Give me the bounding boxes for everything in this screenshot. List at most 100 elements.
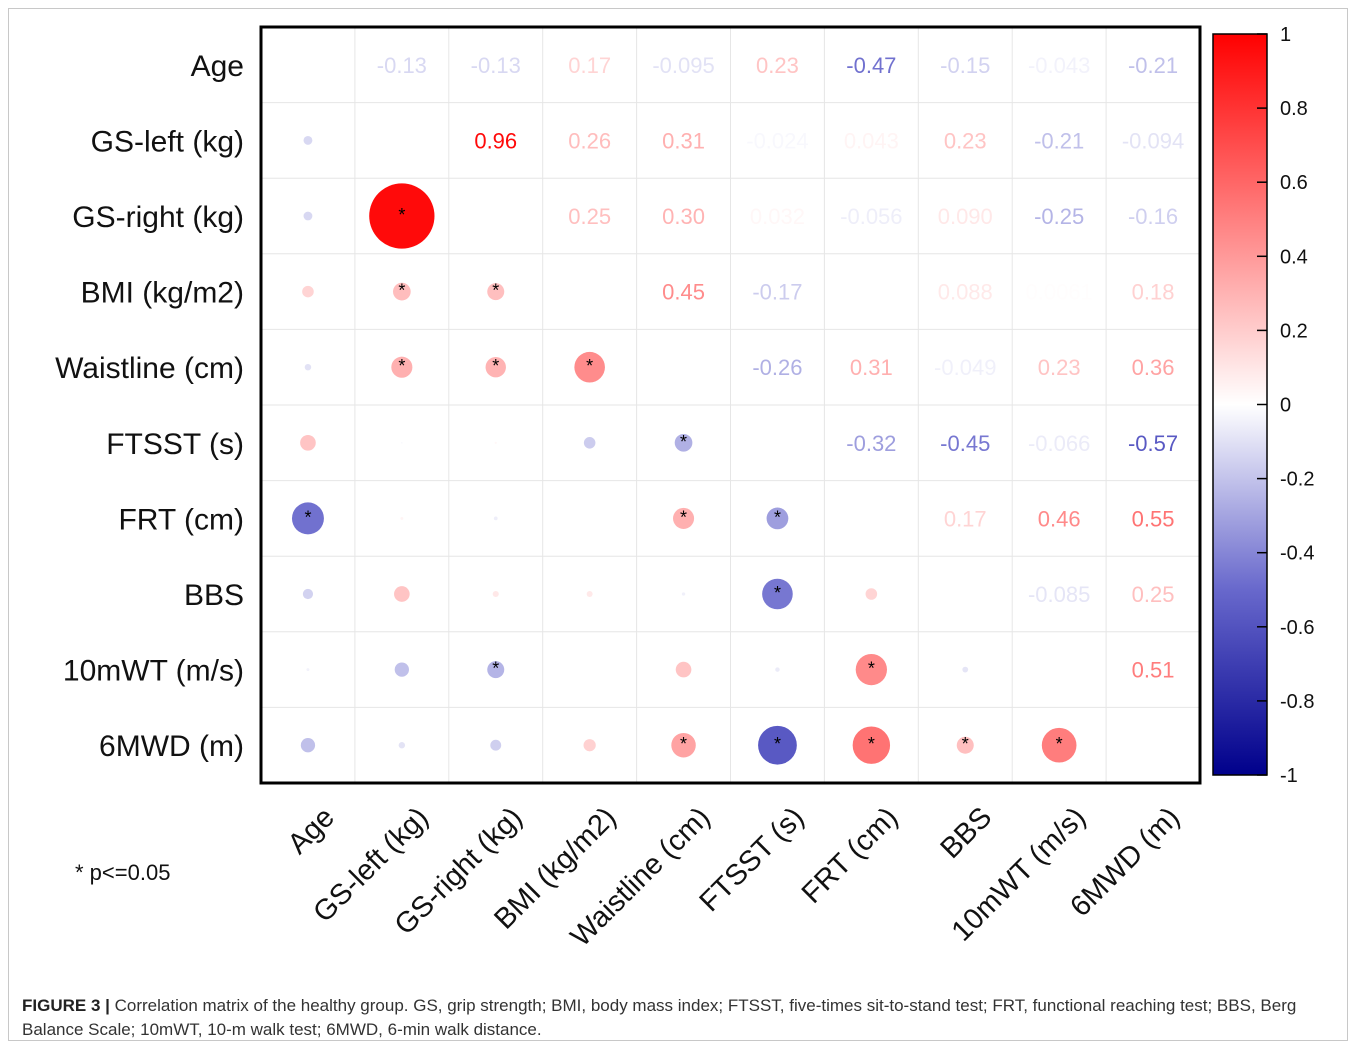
correlation-circle	[302, 286, 314, 298]
correlation-circle	[490, 740, 501, 751]
correlation-label: -0.066	[1028, 431, 1090, 456]
correlation-matrix-chart: -0.13 -0.13 0.17 -0.095 0.23 -0.47 -0.15 -0.043…	[0, 0, 1358, 990]
significance-marker: *	[868, 659, 875, 679]
correlation-label: 0.96	[474, 128, 517, 153]
correlation-circle	[775, 667, 779, 671]
row-label-bmi-kg-m2: BMI (kg/m2)	[81, 277, 244, 310]
correlation-label: 0.043	[844, 128, 899, 153]
correlation-circle	[400, 517, 403, 520]
correlation-label: -0.13	[377, 53, 427, 78]
significance-marker: *	[492, 356, 499, 376]
row-label-age: Age	[191, 50, 244, 83]
correlation-circle	[394, 586, 410, 602]
correlation-circle	[494, 516, 498, 520]
correlation-label: 0.31	[850, 355, 893, 380]
correlation-label: 0.31	[662, 128, 705, 153]
correlation-label: 0.51	[1132, 658, 1175, 683]
correlation-circle	[676, 662, 692, 678]
correlation-circle	[401, 442, 403, 444]
correlation-label: 0.23	[1038, 355, 1081, 380]
correlation-label: -0.085	[1028, 582, 1090, 607]
row-label-frt-cm: FRT (cm)	[118, 503, 244, 536]
significance-marker: *	[492, 659, 499, 679]
correlation-label: 0.46	[1038, 506, 1081, 531]
correlation-circle	[301, 738, 315, 752]
correlation-label: 0.0061	[1026, 280, 1093, 305]
column-label-bbs: BBS	[935, 801, 999, 865]
correlation-circle	[682, 592, 685, 595]
significance-marker: *	[774, 507, 781, 527]
colorbar-tick-label: 0	[1280, 395, 1291, 417]
correlation-circle	[304, 136, 313, 145]
correlation-circle	[587, 591, 593, 597]
colorbar-tick-label: -0.2	[1280, 469, 1314, 491]
row-label-gs-right-kg: GS-right (kg)	[72, 201, 244, 234]
column-label-frt-cm: FRT (cm)	[796, 801, 904, 909]
colorbar-tick-label: 0.6	[1280, 172, 1308, 194]
correlation-label: 0.17	[568, 53, 611, 78]
significance-marker: *	[1056, 734, 1063, 754]
correlation-label: -0.095	[652, 53, 714, 78]
correlation-label: -0.056	[840, 204, 902, 229]
colorbar-tick-label: -0.6	[1280, 617, 1314, 639]
correlation-circle	[399, 742, 405, 748]
correlation-label: 0.17	[944, 506, 987, 531]
correlation-label: -0.16	[1128, 204, 1178, 229]
correlation-circle	[300, 435, 316, 451]
correlation-label: -0.32	[846, 431, 896, 456]
correlation-circle	[306, 668, 309, 671]
correlation-label: -0.15	[940, 53, 990, 78]
significance-marker: *	[398, 205, 405, 225]
row-label-ftsst-s: FTSST (s)	[106, 428, 244, 461]
correlation-label: 0.090	[938, 204, 993, 229]
correlation-circle	[305, 364, 311, 370]
correlation-circle	[866, 588, 878, 600]
significance-marker: *	[586, 356, 593, 376]
figure-caption: FIGURE 3 | Correlation matrix of the hea…	[22, 994, 1340, 1042]
significance-marker: *	[680, 507, 687, 527]
correlation-label: -0.45	[940, 431, 990, 456]
caption-label: FIGURE 3 |	[22, 996, 110, 1015]
significance-marker: *	[962, 734, 969, 754]
colorbar-tick-label: 0.2	[1280, 320, 1308, 342]
colorbar-tick-label: 0.4	[1280, 246, 1308, 268]
correlation-label: 0.18	[1132, 280, 1175, 305]
correlation-label: -0.21	[1128, 53, 1178, 78]
correlation-label: 0.25	[1132, 582, 1175, 607]
row-label-waistline-cm: Waistline (cm)	[55, 352, 244, 385]
correlation-label: 0.26	[568, 128, 611, 153]
significance-marker: *	[774, 734, 781, 754]
correlation-label: -0.57	[1128, 431, 1178, 456]
row-label-6mwd-m: 6MWD (m)	[99, 730, 244, 763]
correlation-label: -0.049	[934, 355, 996, 380]
significance-marker: *	[398, 356, 405, 376]
correlation-circle	[584, 437, 596, 449]
correlation-label: 0.30	[662, 204, 705, 229]
correlation-label: -0.21	[1034, 128, 1084, 153]
correlation-label: 0.23	[944, 128, 987, 153]
significance-marker: *	[774, 583, 781, 603]
correlation-circle	[962, 667, 968, 673]
correlation-label: 0.088	[938, 280, 993, 305]
correlation-label: 0.55	[1132, 506, 1175, 531]
correlation-label: 0.36	[1132, 355, 1175, 380]
correlation-label: -0.47	[846, 53, 896, 78]
correlation-circle	[493, 591, 499, 597]
correlation-circle	[395, 662, 409, 676]
significance-marker: *	[492, 281, 499, 301]
correlation-circle	[303, 589, 313, 599]
significance-marker: *	[680, 734, 687, 754]
correlation-label: 0.032	[750, 204, 805, 229]
correlation-label: -0.024	[746, 128, 808, 153]
row-label-10mwt-m-s: 10mWT (m/s)	[63, 655, 244, 688]
correlation-label: -0.13	[471, 53, 521, 78]
correlation-label: 0.25	[568, 204, 611, 229]
correlation-label: 0.23	[756, 53, 799, 78]
colorbar-tick-label: 1	[1280, 24, 1291, 46]
row-label-gs-left-kg: GS-left (kg)	[91, 125, 244, 158]
caption-text: Correlation matrix of the healthy group.…	[22, 996, 1296, 1039]
correlation-circle	[584, 739, 596, 751]
correlation-label: -0.17	[752, 280, 802, 305]
significance-marker: *	[304, 507, 311, 527]
correlation-label: 0.45	[662, 280, 705, 305]
